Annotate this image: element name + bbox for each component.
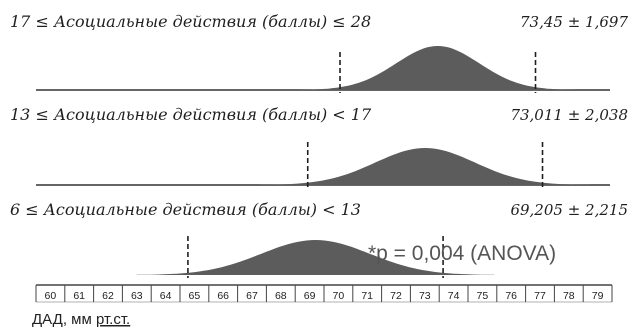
series-3-curve (136, 240, 495, 275)
series-3-label: 6 ≤ Асоциальные действия (баллы) < 13 (10, 200, 361, 219)
x-tick-label: 63 (131, 290, 143, 302)
x-tick-label: 70 (333, 290, 345, 302)
x-tick-label: 60 (45, 290, 57, 302)
x-tick-label: 72 (390, 290, 402, 302)
x-tick-label: 71 (361, 290, 373, 302)
series-1-curve (300, 46, 575, 90)
x-tick-label: 73 (419, 290, 431, 302)
series-1-label: 17 ≤ Асоциальные действия (баллы) ≤ 28 (10, 12, 371, 31)
series-2-stat: 73,011 ± 2,038 (510, 106, 628, 124)
x-tick-label: 79 (592, 290, 604, 302)
series-1-curve-group (36, 46, 610, 93)
series-2-label: 13 ≤ Асоциальные действия (баллы) < 17 (10, 105, 372, 124)
x-tick-label: 61 (73, 290, 85, 302)
anova-annotation: *p = 0,004 (ANOVA) (368, 242, 556, 265)
x-tick-label: 69 (304, 290, 316, 302)
x-tick-label: 65 (189, 290, 201, 302)
x-tick-label: 62 (102, 290, 114, 302)
x-axis-label-prefix: ДАД, мм (32, 311, 96, 328)
x-axis-label: ДАД, мм рт.ст. (32, 311, 130, 328)
x-axis-label-unit: рт.ст. (96, 311, 130, 328)
x-tick-label: 66 (217, 290, 229, 302)
x-tick-label: 75 (477, 290, 489, 302)
x-tick-label: 77 (534, 290, 546, 302)
x-tick-label: 74 (448, 290, 460, 302)
series-3-curve-group (136, 236, 495, 278)
x-tick-label: 68 (275, 290, 287, 302)
series-1-stat: 73,45 ± 1,697 (520, 13, 628, 31)
x-tick-label: 78 (563, 290, 575, 302)
x-tick-label: 64 (160, 290, 172, 302)
series-2-curve (260, 148, 590, 185)
x-axis: 60 61 62 63 64 65 66 67 68 69 70 71 72 73 74 75 76 77 78 79 (35, 284, 613, 303)
series-2-curve-group (36, 142, 610, 188)
x-tick-label: 67 (246, 290, 258, 302)
x-tick-label: 76 (505, 290, 517, 302)
series-3-stat: 69,205 ± 2,215 (510, 201, 628, 219)
